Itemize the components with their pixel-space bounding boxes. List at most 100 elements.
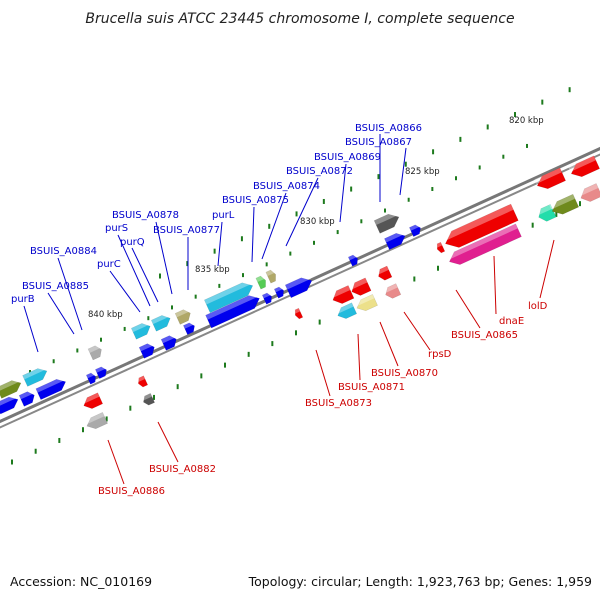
- gene-arrow: [261, 291, 272, 305]
- leader-line: [157, 421, 179, 463]
- gene-arrow: [348, 277, 372, 296]
- gene-arrow: [534, 167, 566, 189]
- gene-arrow: [84, 412, 108, 429]
- kbp-label: 825 kbp: [405, 167, 440, 177]
- gene-arrow: [255, 274, 266, 290]
- kbp-label: 830 kbp: [300, 217, 335, 227]
- gene-arrow: [22, 365, 48, 387]
- topology-summary-text: Topology: circular; Length: 1,923,763 bp…: [248, 574, 592, 589]
- leader-line: [251, 206, 255, 263]
- gene-arrow: [409, 223, 421, 237]
- leader-line: [261, 192, 287, 260]
- gene-arrow: [577, 183, 600, 202]
- leader-line: [217, 221, 223, 267]
- gene-label-rpsd: rpsD: [428, 349, 452, 360]
- leader-line: [57, 257, 83, 331]
- leader-line: [339, 163, 347, 223]
- gene-arrow: [150, 312, 171, 332]
- gene-arrow: [383, 283, 402, 299]
- gene-arrow: [130, 320, 151, 340]
- leader-line: [285, 177, 319, 247]
- kbp-label: 835 kbp: [195, 265, 230, 275]
- gene-arrow: [35, 376, 67, 401]
- leader-line: [107, 439, 125, 485]
- gene-arrow: [138, 341, 155, 359]
- gene-arrow: [376, 265, 393, 281]
- gene-arrow: [373, 210, 400, 234]
- gene-label-bsuis-a0875: BSUIS_A0875: [222, 195, 289, 206]
- gene-arrow: [174, 307, 191, 325]
- leader-line: [455, 289, 481, 329]
- gene-arrow: [435, 241, 446, 254]
- gene-arrow: [0, 377, 22, 399]
- map-title: Brucella suis ATCC 23445 chromosome I, c…: [85, 11, 514, 27]
- gene-label-bsuis-a0865: BSUIS_A0865: [451, 330, 518, 341]
- gene-label-bsuis-a0885: BSUIS_A0885: [22, 281, 89, 292]
- gene-arrow: [273, 285, 284, 299]
- leader-line: [315, 349, 331, 397]
- leader-line: [357, 333, 361, 381]
- leader-line: [403, 311, 431, 351]
- gene-label-bsuis-a0884: BSUIS_A0884: [30, 246, 97, 257]
- gene-arrow: [265, 268, 276, 284]
- leader-line: [23, 305, 39, 353]
- gene-label-lold: lolD: [528, 301, 548, 312]
- leader-line: [155, 221, 173, 295]
- gene-label-bsuis-a0866: BSUIS_A0866: [355, 123, 422, 134]
- gene-arrow: [85, 371, 96, 385]
- leader-line: [117, 234, 151, 307]
- gene-arrow: [0, 393, 19, 415]
- leader-line: [539, 239, 555, 299]
- leader-line: [379, 321, 399, 367]
- gene-label-purl: purL: [212, 210, 235, 221]
- gene-arrow: [384, 230, 406, 250]
- gene-arrow: [568, 155, 600, 177]
- gene-label-bsuis-a0882: BSUIS_A0882: [149, 464, 216, 475]
- gene-arrow: [329, 285, 355, 304]
- gene-label-dnae: dnaE: [499, 316, 524, 327]
- gene-label-bsuis-a0878: BSUIS_A0878: [112, 210, 179, 221]
- gene-arrow: [183, 321, 195, 335]
- gene-label-bsuis-a0871: BSUIS_A0871: [338, 382, 405, 393]
- gene-label-purq: purQ: [120, 237, 145, 248]
- gene-label-bsuis-a0877: BSUIS_A0877: [153, 225, 220, 236]
- accession-text: Accession: NC_010169: [10, 574, 152, 589]
- gene-arrow: [204, 279, 254, 314]
- gene-arrow: [293, 307, 304, 320]
- gene-arrow: [549, 193, 580, 215]
- leader-line: [109, 270, 141, 313]
- gene-label-purb: purB: [11, 294, 35, 305]
- gene-arrow: [160, 333, 177, 351]
- gene-label-purc: purC: [97, 259, 121, 270]
- leader-line: [399, 147, 407, 196]
- gene-arrow: [136, 375, 149, 388]
- gene-arrow: [535, 203, 557, 222]
- gene-features: [0, 155, 600, 429]
- gene-label-bsuis-a0867: BSUIS_A0867: [345, 137, 412, 148]
- gene-label-bsuis-a0869: BSUIS_A0869: [314, 152, 381, 163]
- gene-label-bsuis-a0874: BSUIS_A0874: [253, 181, 320, 192]
- gene-label-purs: purS: [105, 223, 128, 234]
- gene-arrow: [81, 392, 104, 409]
- gene-arrow: [95, 365, 107, 379]
- gene-arrow: [354, 294, 378, 311]
- gene-arrow: [441, 203, 519, 248]
- gene-arrow: [205, 292, 260, 329]
- gene-arrow: [284, 274, 313, 299]
- gene-label-bsuis-a0873: BSUIS_A0873: [305, 398, 372, 409]
- leader-line: [131, 247, 159, 303]
- gene-arrow: [446, 223, 522, 265]
- gene-arrow: [141, 393, 155, 406]
- gene-label-bsuis-a0870: BSUIS_A0870: [371, 368, 438, 379]
- gene-arrow: [335, 302, 358, 319]
- label-leader-lines: [23, 134, 555, 485]
- kbp-label: 820 kbp: [509, 116, 544, 126]
- kbp-label: 840 kbp: [88, 310, 123, 320]
- leader-line: [493, 255, 497, 315]
- gene-label-bsuis-a0872: BSUIS_A0872: [286, 166, 353, 177]
- gene-arrow: [18, 389, 35, 407]
- gene-arrow: [347, 253, 358, 267]
- gene-label-bsuis-a0886: BSUIS_A0886: [98, 486, 165, 497]
